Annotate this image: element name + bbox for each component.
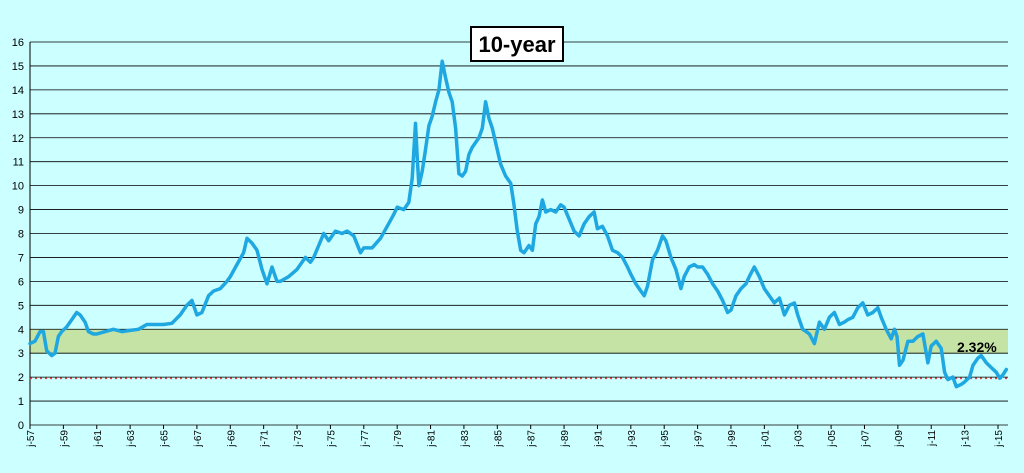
x-tick-label: j-01	[760, 430, 771, 448]
x-tick-label: j-69	[226, 430, 237, 448]
chart-title: 10-year	[478, 32, 556, 57]
y-tick-label: 10	[12, 181, 24, 193]
x-tick-label: j-07	[860, 430, 871, 448]
y-tick-label: 14	[12, 85, 24, 97]
x-tick-label: j-95	[660, 430, 671, 448]
y-tick-label: 13	[12, 109, 24, 121]
y-tick-label: 6	[18, 276, 24, 288]
x-tick-label: j-63	[126, 430, 137, 448]
gridlines	[29, 41, 1008, 426]
x-tick-label: j-93	[627, 430, 638, 448]
series-line-10-year	[28, 59, 1009, 389]
y-tick-label: 9	[18, 205, 24, 217]
y-tick-label: 8	[18, 229, 24, 241]
x-tick-label: j-97	[694, 430, 705, 448]
x-tick-label: j-61	[93, 430, 104, 448]
y-tick-label: 11	[13, 157, 24, 169]
x-tick-label: j-91	[593, 430, 604, 448]
x-tick-label: j-11	[927, 430, 938, 447]
x-tick-label: j-15	[994, 430, 1005, 448]
x-tick-label: j-75	[326, 430, 337, 448]
x-tick-label: j-71	[260, 430, 271, 448]
x-tick-label: j-87	[527, 430, 538, 448]
x-tick-label: j-99	[727, 430, 738, 448]
x-tick-label: j-85	[493, 430, 504, 448]
chart-title-box: 10-year	[470, 26, 564, 62]
x-tick-label: j-05	[827, 430, 838, 448]
y-tick-label: 7	[18, 252, 24, 264]
x-tick-label: j-59	[59, 430, 70, 448]
y-tick-label: 1	[18, 396, 24, 408]
x-tick-label: j-81	[427, 430, 438, 448]
x-tick-label: j-77	[360, 430, 371, 448]
latest-value-annotation: 2.32%	[957, 339, 997, 355]
x-tick-label: j-89	[560, 430, 571, 448]
x-tick-label: j-57	[26, 430, 37, 448]
y-tick-label: 0	[18, 420, 24, 432]
y-tick-label: 16	[12, 37, 24, 49]
y-tick-label: 3	[18, 348, 24, 360]
x-tick-label: j-73	[293, 430, 304, 448]
x-tick-label: j-13	[961, 430, 972, 448]
shaded-band-3-to-4	[30, 329, 1008, 354]
y-tick-label: 2	[18, 372, 24, 384]
y-tick-label: 12	[12, 133, 24, 145]
x-tick-label: j-67	[193, 430, 204, 448]
x-tick-label: j-79	[393, 430, 404, 448]
y-tick-label: 5	[18, 300, 24, 312]
x-tick-label: j-83	[460, 430, 471, 448]
x-axis: j-57 j-59 j-61 j-63 j-65 j-67 j-69 j-71 j-73 j-75…	[26, 425, 1005, 448]
y-tick-label: 4	[18, 324, 24, 336]
y-tick-label: 15	[12, 61, 24, 73]
x-tick-label: j-03	[794, 430, 805, 448]
x-tick-label: j-65	[160, 430, 171, 448]
x-tick-label: j-09	[894, 430, 905, 448]
